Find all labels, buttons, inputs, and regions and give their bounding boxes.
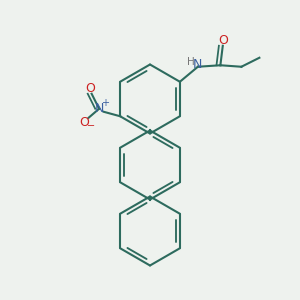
Text: O: O — [85, 82, 95, 95]
Text: N: N — [94, 102, 104, 115]
Text: O: O — [218, 34, 228, 47]
Text: N: N — [193, 58, 203, 71]
Text: O: O — [79, 116, 89, 129]
Text: −: − — [87, 121, 95, 131]
Text: H: H — [187, 57, 195, 67]
Text: +: + — [101, 98, 109, 108]
